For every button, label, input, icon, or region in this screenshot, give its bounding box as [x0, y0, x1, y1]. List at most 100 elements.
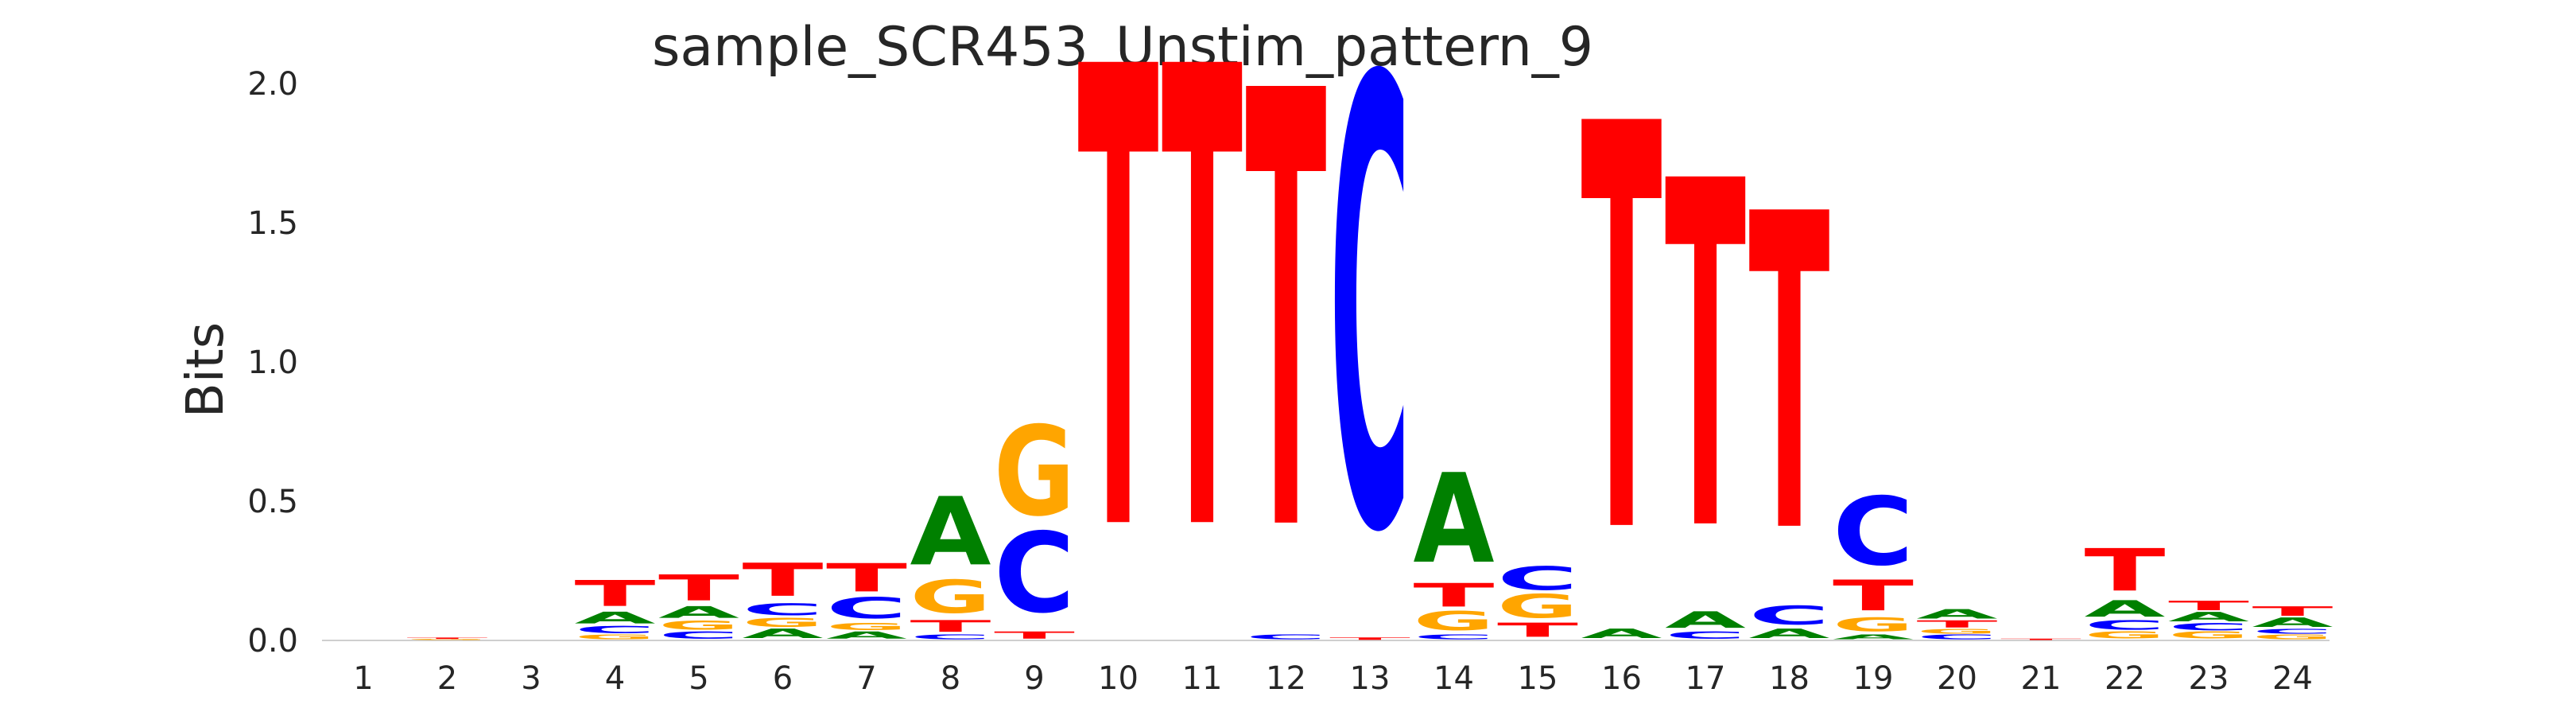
logo-letter-T: T [743, 554, 824, 606]
x-axis-ticks: 1 2 3 4 5 6 7 8 9 10 11 12 13 14 15 16 17 18 19 20 21 22 23 24 [353, 660, 2313, 697]
x-tick-label: 24 [2272, 660, 2313, 697]
x-tick-label: 22 [2105, 660, 2145, 697]
logo-letter-T: T [910, 617, 991, 636]
logo-letter-G: G [1917, 628, 1998, 636]
x-tick-label: 13 [1350, 660, 1391, 697]
logo-letter-A: A [743, 626, 824, 641]
logo-letter-A: A [826, 629, 907, 640]
logo-letter-T: T [1329, 636, 1410, 640]
logo-letter-T: T [994, 630, 1075, 641]
logo-letter-T: T [1581, 9, 1663, 657]
logo-letter-T: T [1665, 81, 1747, 636]
x-tick-label: 16 [1601, 660, 1642, 697]
x-tick-label: 14 [1433, 660, 1474, 697]
logo-letter-C: C [1497, 560, 1578, 597]
logo-letter-C: C [1917, 633, 1998, 640]
logo-letter-A: A [1917, 607, 1998, 622]
x-tick-label: 9 [1024, 660, 1044, 697]
logo-letter-A: A [575, 609, 656, 628]
y-tick-label: 1.0 [247, 344, 298, 381]
logo-letter-G: G [910, 570, 991, 624]
logo-letter-G: G [658, 617, 739, 632]
logo-letter-C: C [826, 591, 907, 625]
logo-letter-C: C [2085, 617, 2166, 632]
logo-letter-T: T [1078, 0, 1160, 671]
chart-title: sample_SCR453_Unstim_pattern_9 [652, 16, 1593, 79]
logo-letter-T: T [575, 574, 656, 615]
logo-letter-C: C [575, 624, 656, 635]
logo-letter-G: G [1497, 588, 1578, 626]
x-tick-label: 15 [1518, 660, 1558, 697]
logo-letter-G: G [575, 633, 656, 641]
logo-letter-T: T [826, 556, 907, 601]
y-tick-label: 0.5 [247, 484, 298, 520]
logo-letter-C: C [1665, 629, 1746, 640]
logo-letter-T: T [1246, 0, 1328, 665]
logo-letter-T: T [1917, 619, 1998, 630]
x-tick-label: 23 [2189, 660, 2229, 697]
x-tick-label: 2 [437, 660, 457, 697]
logo-letter-A: A [910, 477, 991, 587]
logo-letter-G: G [2252, 633, 2334, 641]
x-tick-label: 6 [773, 660, 793, 697]
x-tick-label: 5 [689, 660, 708, 697]
y-axis-ticks: 0.0 0.5 1.0 1.5 2.0 [247, 66, 298, 660]
logo-letter-T: T [2252, 604, 2334, 619]
x-tick-label: 12 [1266, 660, 1306, 697]
logo-letter-G: G [826, 621, 907, 632]
y-tick-label: 1.5 [247, 205, 298, 242]
logo-letter-C: C [1414, 633, 1495, 640]
logo-letter-T: T [1162, 0, 1243, 671]
logo-letter-T: T [1414, 576, 1495, 614]
logo-letter-A: A [1665, 607, 1746, 633]
logo-letter-A: A [2168, 609, 2249, 625]
logo-letter-C: C [743, 601, 824, 620]
logo-letter-C: C [1749, 601, 1830, 631]
logo-letter-T: T [2085, 536, 2166, 604]
x-tick-label: 19 [1853, 660, 1894, 697]
y-axis-label: Bits [177, 322, 235, 418]
x-tick-label: 8 [941, 660, 960, 697]
x-tick-label: 7 [856, 660, 876, 697]
x-tick-label: 4 [605, 660, 625, 697]
logo-letter-G: G [743, 615, 824, 630]
logo-letter-A: A [1749, 626, 1830, 641]
y-tick-label: 0.0 [247, 623, 298, 660]
logo-letter-T: T [1497, 619, 1578, 641]
logo-letter-G: G [1833, 613, 1914, 636]
logo-letter-C: C [2168, 621, 2249, 632]
x-tick-label: 17 [1686, 660, 1726, 697]
logo-letter-A: A [1414, 448, 1495, 591]
logo-letter-C: C [2252, 628, 2334, 635]
logo-letter-A: A [658, 603, 739, 622]
x-tick-label: 1 [353, 660, 373, 697]
logo-letter-C: C [910, 633, 991, 640]
logo-letter-T: T [1833, 571, 1914, 620]
logo-letter-C: C [994, 509, 1075, 638]
logo-letter-A: A [1833, 633, 1914, 641]
logo-letter-T: T [1749, 124, 1831, 628]
logo-letter-G: G [2085, 629, 2166, 640]
logo-letter-C: C [1329, 0, 1410, 668]
x-tick-label: 3 [521, 660, 541, 697]
logo-letter-A: A [1581, 626, 1662, 641]
x-tick-label: 10 [1098, 660, 1139, 697]
logo-letter-G: G [1414, 606, 1495, 636]
logo-letter-C: C [658, 629, 739, 640]
logo-letter-C: C [1246, 633, 1327, 640]
logo-letter-T: T [407, 637, 488, 640]
x-tick-label: 21 [2021, 660, 2062, 697]
logo-letter-C: C [1833, 477, 1914, 586]
logo-letter-G: G [407, 639, 488, 640]
logo-letter-G: G [2168, 629, 2249, 640]
logo-letter-T: T [2168, 598, 2249, 613]
logo-letter-T: T [2000, 638, 2081, 640]
logo-letter-G: G [994, 401, 1075, 544]
logo-letter-T: T [658, 568, 739, 609]
y-tick-label: 2.0 [247, 66, 298, 103]
x-tick-label: 20 [1937, 660, 1977, 697]
x-tick-label: 11 [1182, 660, 1223, 697]
x-tick-label: 18 [1769, 660, 1810, 697]
